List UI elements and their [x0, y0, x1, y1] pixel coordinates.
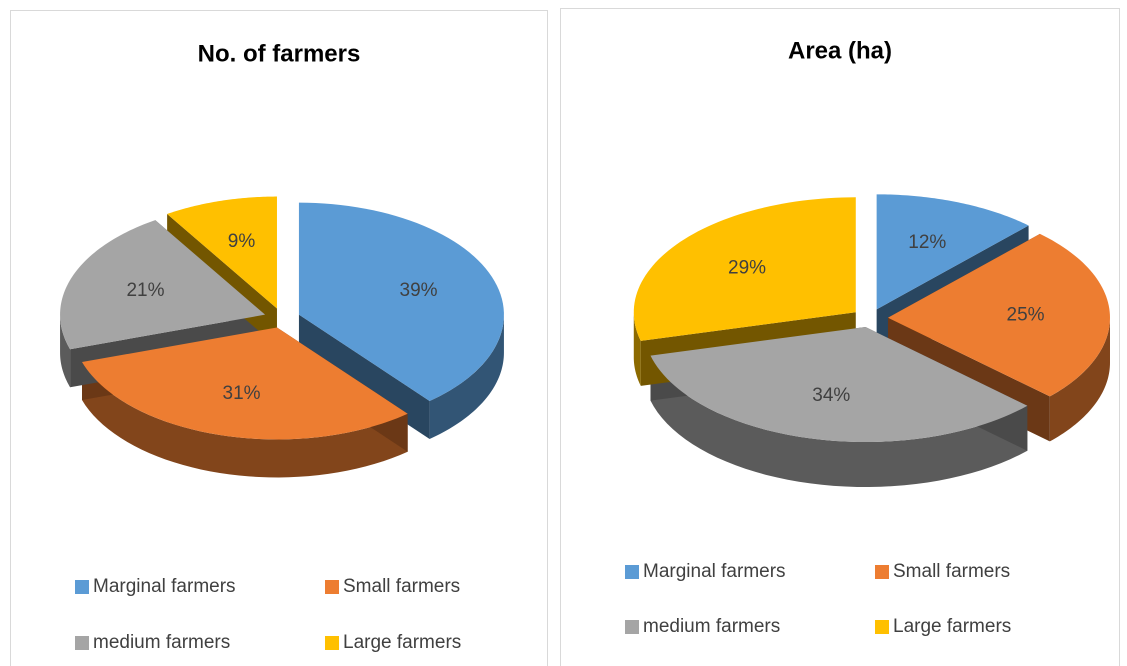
slice: [298, 202, 504, 401]
slice-side: [82, 362, 408, 478]
slice: [887, 233, 1110, 397]
legend-swatch: [875, 620, 889, 634]
data-label: 9%: [228, 231, 256, 252]
legend-label: Marginal farmers: [93, 576, 236, 597]
legend-swatch: [75, 580, 89, 594]
legend-swatch: [325, 636, 339, 650]
data-label: 21%: [126, 280, 164, 301]
data-label: 12%: [908, 232, 946, 253]
legend-label: medium farmers: [643, 616, 780, 637]
slice: [167, 196, 277, 309]
slice: [633, 197, 856, 341]
legend-label: Marginal farmers: [643, 561, 786, 582]
chart-title: No. of farmers: [198, 40, 361, 67]
slice: [650, 327, 1028, 443]
data-label: 25%: [1007, 304, 1045, 325]
legend-label: medium farmers: [93, 632, 230, 653]
legend-label: Small farmers: [893, 561, 1010, 582]
slice-side: [429, 314, 504, 439]
slice-side: [60, 314, 71, 388]
legend-swatch: [75, 636, 89, 650]
legend-label: Large farmers: [343, 632, 461, 653]
legend-label: Small farmers: [343, 576, 460, 597]
data-label: 34%: [812, 385, 850, 406]
legend-swatch: [625, 565, 639, 579]
slice-side: [650, 355, 1028, 488]
legend-swatch: [625, 620, 639, 634]
data-label: 29%: [728, 258, 766, 279]
data-label: 39%: [400, 280, 438, 301]
legend-label: Large farmers: [893, 616, 1011, 637]
slice: [60, 220, 266, 350]
legend-swatch: [875, 565, 889, 579]
slice-side: [1049, 317, 1110, 442]
slice-side: [633, 312, 641, 386]
chart-title: Area (ha): [788, 37, 892, 64]
data-label: 31%: [223, 383, 261, 404]
legend-swatch: [325, 580, 339, 594]
slice: [82, 327, 408, 440]
slice: [876, 194, 1029, 310]
